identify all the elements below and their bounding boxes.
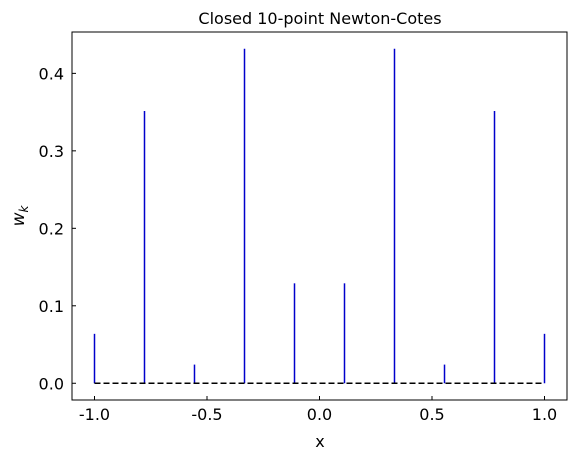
y-label-subscript: k — [17, 205, 31, 213]
chart-title: Closed 10-point Newton-Cotes — [198, 9, 441, 28]
y-tick-label: 0.0 — [39, 374, 64, 393]
x-tick-label: 1.0 — [532, 405, 557, 424]
x-axis-label: x — [315, 432, 324, 451]
x-tick-label: -0.5 — [191, 405, 222, 424]
y-tick-label: 0.2 — [39, 219, 64, 238]
y-axis-label: wk — [9, 205, 31, 227]
plot-frame — [71, 31, 568, 401]
x-tick-label: 0.0 — [307, 405, 332, 424]
y-tick-label: 0.3 — [39, 142, 64, 161]
y-tick-label: 0.1 — [39, 297, 64, 316]
y-label-base: w — [9, 212, 29, 226]
x-tick-label: -1.0 — [79, 405, 110, 424]
x-tick-label: 0.5 — [419, 405, 444, 424]
y-tick-label: 0.4 — [39, 64, 64, 83]
